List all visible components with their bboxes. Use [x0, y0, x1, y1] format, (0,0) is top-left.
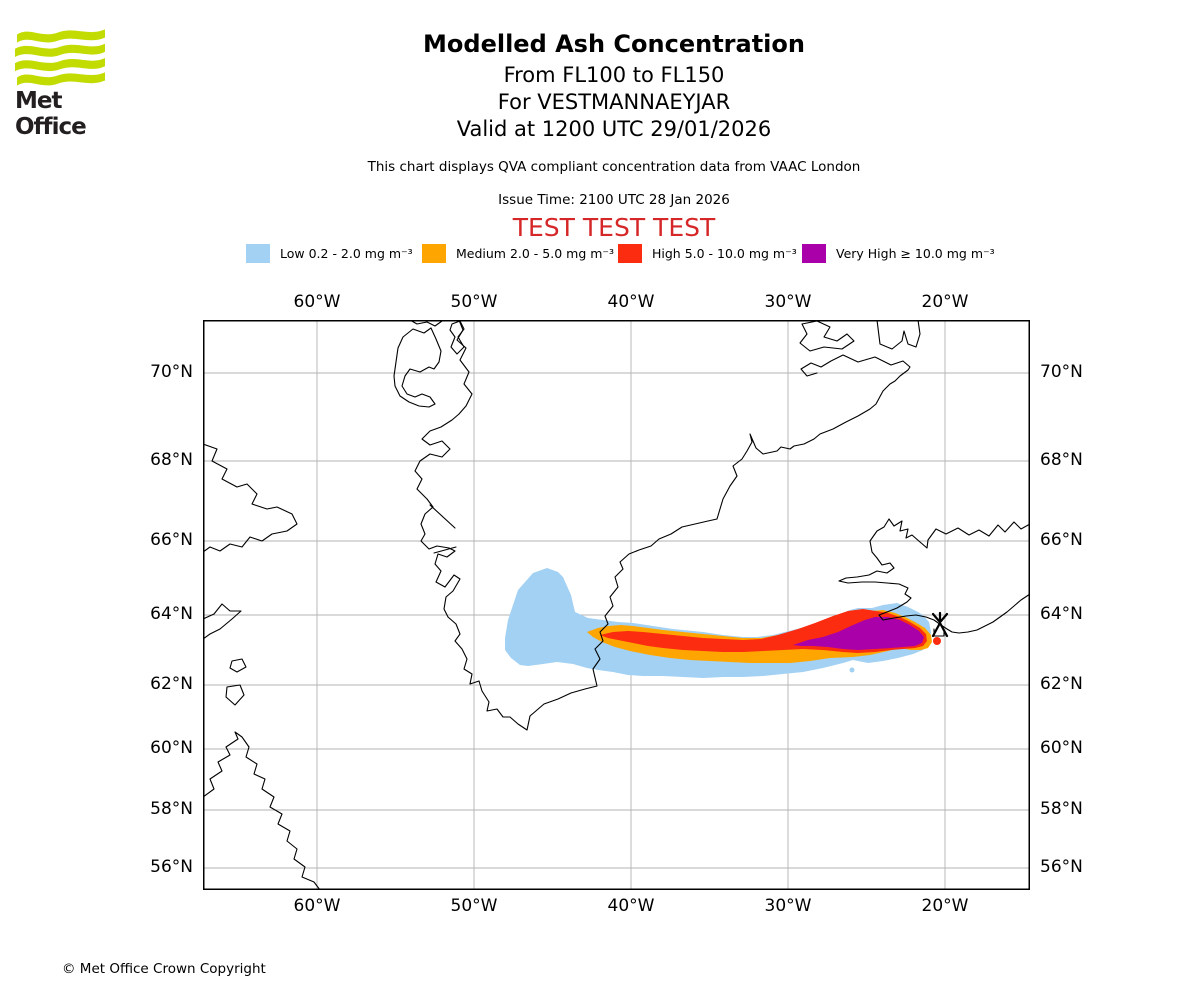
legend-item-high: High 5.0 - 10.0 mg m⁻³ [618, 243, 797, 263]
lat-label-right-68N: 68°N [1040, 450, 1083, 470]
plume-tip-high-dot [933, 637, 941, 645]
legend-label-medium: Medium 2.0 - 5.0 mg m⁻³ [456, 245, 615, 261]
copyright-notice: © Met Office Crown Copyright [62, 961, 266, 977]
lat-label-left-56N: 56°N [150, 857, 193, 877]
coastline-fjord-2 [433, 546, 457, 554]
lat-label-right-56N: 56°N [1040, 857, 1083, 877]
lat-label-right-64N: 64°N [1040, 604, 1083, 624]
test-banner: TEST TEST TEST [512, 213, 716, 242]
coastline-island-b [225, 684, 245, 706]
flight-level-subtitle: From FL100 to FL150 [503, 63, 725, 87]
legend-label-low: Low 0.2 - 2.0 mg m⁻³ [280, 245, 413, 261]
ash-plume [505, 568, 941, 678]
met-office-logo-text: Met Office [15, 88, 87, 140]
lat-label-left-66N: 66°N [150, 530, 193, 550]
lon-label-bottom-40W: 40°W [607, 896, 655, 916]
lat-label-left-58N: 58°N [150, 799, 193, 819]
coastline-labrador-upper [203, 603, 242, 640]
coastline-disko-complex [393, 327, 442, 408]
met-office-waves-icon [15, 29, 105, 86]
issue-time: Issue Time: 2100 UTC 28 Jan 2026 [498, 192, 730, 208]
legend-label-high: High 5.0 - 10.0 mg m⁻³ [652, 245, 797, 261]
lat-label-left-70N: 70°N [150, 362, 193, 382]
valid-time-subtitle: Valid at 1200 UTC 29/01/2026 [456, 117, 772, 141]
map-gridlines [203, 320, 1030, 890]
chart-title: Modelled Ash Concentration [423, 30, 805, 58]
coastline-greenland-main [414, 320, 911, 731]
legend-swatch-very_high [802, 243, 826, 263]
lat-label-left-62N: 62°N [150, 674, 193, 694]
legend-item-low: Low 0.2 - 2.0 mg m⁻³ [246, 243, 413, 263]
legend-item-very_high: Very High ≥ 10.0 mg m⁻³ [802, 243, 995, 263]
lon-label-bottom-50W: 50°W [450, 896, 498, 916]
coastline-island-a [229, 658, 247, 673]
coastline-fjord-1 [429, 504, 456, 529]
coastline-labrador-peninsula [203, 731, 321, 890]
legend-swatch-high [618, 243, 642, 263]
coastline-scoresby-island-1 [799, 320, 855, 352]
legend-label-very_high: Very High ≥ 10.0 mg m⁻³ [836, 245, 995, 261]
lat-label-left-60N: 60°N [150, 738, 193, 758]
map-border [203, 320, 1030, 890]
coastline-baffin-island [203, 443, 298, 553]
lat-label-right-58N: 58°N [1040, 799, 1083, 819]
lat-label-right-60N: 60°N [1040, 738, 1083, 758]
lon-label-top-40W: 40°W [607, 292, 655, 312]
legend-item-medium: Medium 2.0 - 5.0 mg m⁻³ [422, 243, 614, 263]
lon-label-bottom-30W: 30°W [764, 896, 812, 916]
plume-very-high-contour [793, 617, 924, 650]
legend-swatch-low [246, 243, 270, 263]
lat-label-left-68N: 68°N [150, 450, 193, 470]
legend-swatch-medium [422, 243, 446, 263]
map-frame [203, 320, 1030, 890]
volcano-subtitle: For VESTMANNAEYJAR [497, 90, 731, 114]
lat-label-left-64N: 64°N [150, 604, 193, 624]
volcano-eruption-icon [931, 611, 949, 638]
lon-label-top-20W: 20°W [921, 292, 969, 312]
qva-notice: This chart displays QVA compliant concen… [367, 159, 861, 175]
coastline-nuussuaq-strip [449, 320, 465, 355]
map-canvas [203, 320, 1030, 890]
coastline-top-fragment [409, 320, 443, 327]
met-office-logo: Met Office [15, 26, 135, 140]
coastline-iceland [838, 518, 1030, 634]
lon-label-top-30W: 30°W [764, 292, 812, 312]
lat-label-right-66N: 66°N [1040, 530, 1083, 550]
lon-label-bottom-60W: 60°W [293, 896, 341, 916]
lat-label-right-70N: 70°N [1040, 362, 1083, 382]
lon-label-top-50W: 50°W [450, 292, 498, 312]
coastline-scoresby-island-2 [876, 320, 921, 350]
coastlines [203, 320, 1030, 890]
lat-label-right-62N: 62°N [1040, 674, 1083, 694]
lon-label-bottom-20W: 20°W [921, 896, 969, 916]
lon-label-top-60W: 60°W [293, 292, 341, 312]
plume-low-speck [849, 667, 855, 673]
